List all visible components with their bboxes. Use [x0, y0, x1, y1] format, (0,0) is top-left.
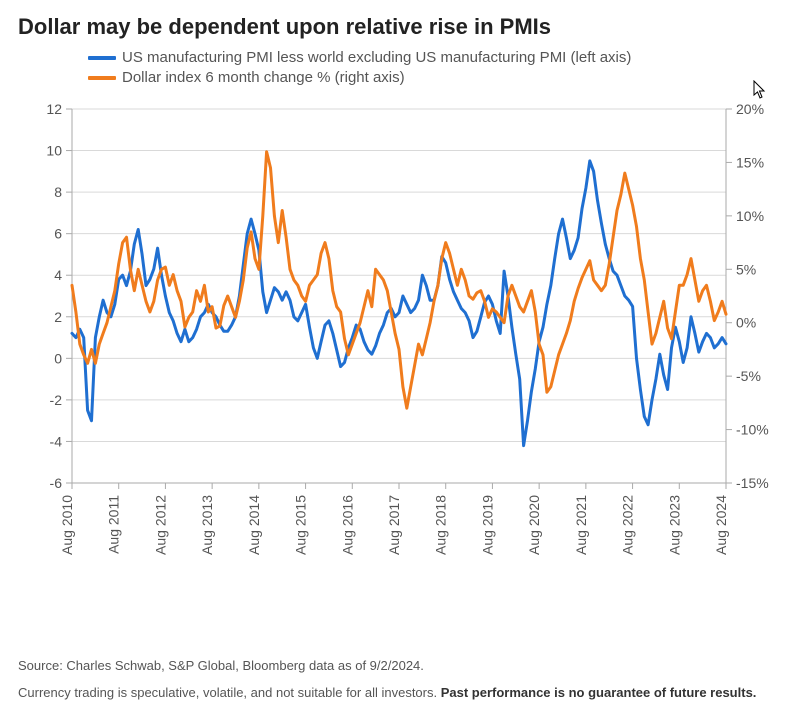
x-tick-label: Aug 2010	[59, 494, 75, 554]
svg-text:2: 2	[54, 308, 62, 324]
x-tick-label: Aug 2016	[339, 494, 355, 554]
disclaimer-bold: Past performance is no guarantee of futu…	[441, 685, 757, 700]
svg-text:20%: 20%	[736, 101, 764, 117]
legend-item-pmi: US manufacturing PMI less world excludin…	[88, 48, 783, 68]
legend: US manufacturing PMI less world excludin…	[88, 48, 783, 89]
x-tick-label: Aug 2011	[106, 494, 122, 553]
svg-text:-5%: -5%	[736, 368, 761, 384]
x-tick-label: Aug 2013	[199, 494, 215, 554]
source-line: Source: Charles Schwab, S&P Global, Bloo…	[18, 658, 783, 673]
x-tick-label: Aug 2019	[479, 494, 495, 554]
disclaimer: Currency trading is speculative, volatil…	[18, 685, 783, 700]
svg-text:8: 8	[54, 184, 62, 200]
svg-text:0: 0	[54, 350, 62, 366]
chart-svg: -6 -4 -2 0 2 4 6 8 10 12 -15% -10% -5% 0% 5% 10% 15% 20% A…	[18, 93, 783, 563]
svg-text:4: 4	[54, 267, 62, 283]
legend-swatch-pmi	[88, 56, 116, 60]
svg-text:-4: -4	[50, 433, 63, 449]
legend-item-dxy: Dollar index 6 month change % (right axi…	[88, 68, 783, 88]
x-tick-label: Aug 2018	[433, 494, 449, 554]
svg-text:6: 6	[54, 225, 62, 241]
x-tick-label: Aug 2012	[152, 494, 168, 554]
chart-plot: -6 -4 -2 0 2 4 6 8 10 12 -15% -10% -5% 0% 5% 10% 15% 20% A…	[18, 93, 783, 563]
legend-swatch-dxy	[88, 76, 116, 80]
x-tick-label: Aug 2015	[293, 494, 309, 554]
svg-text:15%: 15%	[736, 154, 764, 170]
x-tick-label: Aug 2020	[526, 494, 542, 554]
x-tick-label: Aug 2014	[246, 494, 262, 554]
series-pmi_diff	[72, 160, 726, 445]
svg-text:0%: 0%	[736, 314, 756, 330]
svg-text:5%: 5%	[736, 261, 756, 277]
x-tick-label: Aug 2023	[666, 494, 682, 554]
x-tick-label: Aug 2024	[713, 494, 729, 554]
svg-text:10: 10	[46, 142, 62, 158]
svg-text:-6: -6	[50, 475, 63, 491]
svg-text:12: 12	[46, 101, 62, 117]
svg-text:-10%: -10%	[736, 421, 769, 437]
legend-label: Dollar index 6 month change % (right axi…	[122, 68, 405, 88]
svg-text:10%: 10%	[736, 207, 764, 223]
svg-text:-15%: -15%	[736, 475, 769, 491]
chart-title: Dollar may be dependent upon relative ri…	[18, 14, 783, 40]
disclaimer-text: Currency trading is speculative, volatil…	[18, 685, 441, 700]
x-tick-label: Aug 2017	[386, 494, 402, 554]
x-tick-label: Aug 2022	[620, 494, 636, 554]
svg-text:-2: -2	[50, 391, 63, 407]
series-dxy_6m	[72, 151, 726, 408]
legend-label: US manufacturing PMI less world excludin…	[122, 48, 631, 68]
x-tick-label: Aug 2021	[573, 494, 589, 554]
